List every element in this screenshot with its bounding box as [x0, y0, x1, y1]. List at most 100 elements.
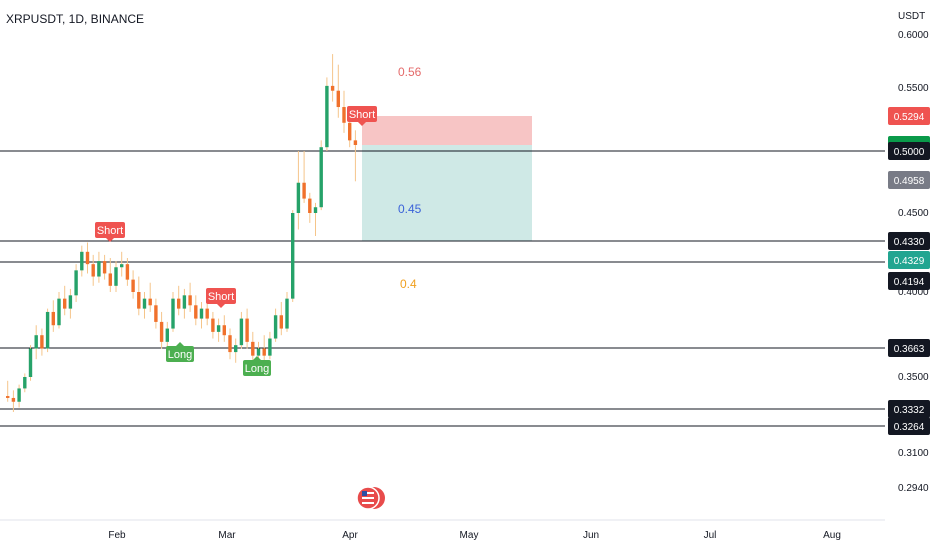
candle-body	[205, 308, 209, 319]
price-tag: 0.4194	[888, 272, 930, 290]
fib-label: 0.4	[400, 277, 417, 291]
price-tag-value: 0.3264	[894, 422, 925, 433]
candle-body	[80, 251, 84, 271]
candle-body	[336, 90, 340, 108]
candle-body	[137, 292, 141, 309]
candle-body	[74, 270, 78, 296]
candle-body	[51, 311, 55, 326]
price-tag-value: 0.4329	[894, 256, 925, 267]
candle-body	[194, 305, 198, 319]
price-tag: 0.4958	[888, 171, 930, 189]
level-lines	[0, 150, 885, 427]
y-tick-label: 0.3100	[898, 448, 929, 459]
candle-body	[131, 279, 135, 292]
candle-body	[234, 345, 238, 353]
signal-short-tag: Short	[347, 106, 377, 126]
signal-label: Long	[245, 363, 269, 375]
candle-body	[273, 315, 278, 339]
candle-body	[268, 338, 272, 356]
candle-body	[125, 264, 130, 280]
candle-body	[85, 251, 90, 265]
candle-body	[142, 298, 147, 309]
candle-body	[28, 348, 33, 377]
signal-label: Short	[208, 291, 234, 303]
price-axis-labels: 0.52940.50630.50000.49580.43300.43290.41…	[888, 107, 930, 435]
candle-body	[11, 397, 16, 402]
candle-body	[171, 298, 175, 329]
x-tick-label: Feb	[108, 530, 126, 541]
candle-body	[308, 198, 312, 213]
candle-body	[165, 328, 169, 342]
candle-body	[262, 348, 266, 356]
x-axis-ticks: Feb Mar Apr May Jun Jul Aug	[108, 530, 841, 541]
candle-body	[211, 318, 215, 332]
position-zones	[362, 116, 532, 241]
candle-body	[102, 261, 107, 274]
candle-body	[319, 147, 323, 208]
candle-body	[148, 298, 152, 306]
candle-body	[6, 396, 10, 398]
candle-body	[353, 140, 358, 145]
candle-body	[285, 298, 289, 329]
price-tag: 0.5294	[888, 107, 930, 125]
reward-zone	[362, 145, 532, 241]
candle-body	[291, 213, 295, 299]
signal-long-tag: Long	[243, 356, 271, 376]
candle-body	[348, 122, 352, 141]
candle-body	[120, 264, 124, 268]
candle-body	[159, 321, 164, 342]
candle-body	[188, 295, 192, 306]
candle-body	[23, 377, 27, 389]
candle-body	[239, 318, 244, 346]
candle-body	[182, 295, 187, 309]
price-tag: 0.5000	[888, 142, 930, 160]
candle-body	[97, 261, 101, 277]
fib-label: 0.45	[398, 202, 422, 216]
candle-body	[199, 308, 204, 319]
candle-body	[34, 335, 38, 349]
price-tag-value: 0.5000	[894, 147, 925, 158]
price-tag: 0.3264	[888, 417, 930, 435]
candle-body	[228, 335, 232, 353]
candle-body	[154, 305, 158, 322]
signal-label: Short	[97, 225, 123, 237]
candle-body	[114, 267, 118, 286]
y-tick-label: 0.2940	[898, 483, 929, 494]
flag-icon[interactable]	[356, 486, 385, 510]
fib-labels: 0.56 0.45 0.4	[398, 65, 422, 291]
candle-body	[279, 315, 283, 329]
candle-body	[330, 85, 335, 91]
risk-zone	[362, 116, 532, 145]
price-tag: 0.4329	[888, 251, 930, 269]
x-tick-label: Mar	[218, 530, 236, 541]
y-tick-label: 0.5500	[898, 83, 929, 94]
candle-body	[302, 182, 306, 199]
candles	[6, 54, 358, 412]
x-tick-label: Aug	[823, 530, 841, 541]
candle-body	[91, 264, 95, 277]
price-tag-value: 0.4194	[894, 277, 925, 288]
x-tick-label: Jul	[704, 530, 717, 541]
price-tag-value: 0.5294	[894, 112, 925, 123]
candle-body	[68, 295, 73, 309]
price-tag-value: 0.4958	[894, 176, 925, 187]
candle-body	[325, 85, 329, 148]
y-tick-label: 0.3500	[898, 372, 929, 383]
y-tick-label: 0.6000	[898, 30, 929, 41]
symbol-title: XRPUSDT, 1D, BINANCE	[6, 12, 144, 26]
currency-label: USDT	[898, 11, 925, 22]
y-tick-label: 0.4500	[898, 208, 929, 219]
candle-body	[177, 298, 181, 309]
candle-body	[108, 273, 112, 286]
price-tag-value: 0.4330	[894, 237, 925, 248]
candle-body	[63, 298, 67, 309]
candle-body	[57, 298, 61, 326]
signal-short-tag: Short	[206, 288, 236, 308]
signal-tags: Short Short Long Long Short	[95, 106, 377, 376]
price-tag: 0.3663	[888, 339, 930, 357]
fib-label: 0.56	[398, 65, 422, 79]
candle-body	[251, 341, 255, 356]
signal-short-tag: Short	[95, 222, 125, 242]
